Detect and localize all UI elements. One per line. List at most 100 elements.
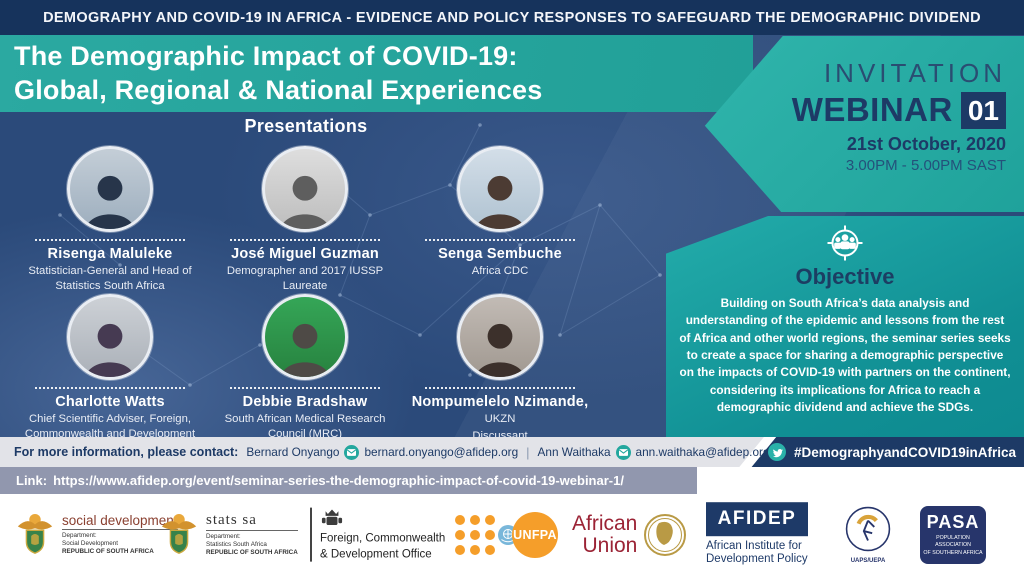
stats-sa-logo: stats sa Department: Statistics South Af… [158, 510, 298, 560]
invitation-panel: INVITATION WEBINAR 01 21st October, 2020… [704, 36, 1024, 212]
link-bar: Link: https://www.afidep.org/event/semin… [0, 467, 697, 494]
people-target-icon [827, 225, 863, 261]
unfpa-logo: UNFPA [455, 511, 558, 558]
email-icon [615, 444, 631, 460]
person-silhouette-icon [475, 175, 525, 229]
person-silhouette-icon [280, 175, 330, 229]
presentations-heading: Presentations [244, 116, 368, 136]
person-silhouette-icon [280, 323, 330, 377]
contact-label: For more information, please contact: [14, 445, 239, 459]
twitter-icon[interactable] [768, 443, 786, 461]
presenter-role: Statistician-General and Head of Statist… [28, 265, 192, 293]
logo-strip: social development Department: Social De… [0, 494, 1024, 575]
objective-heading: Objective [795, 264, 895, 289]
presenter-card-guzman: José Miguel Guzman Demographer and 2017 … [209, 146, 401, 295]
divider [206, 529, 298, 531]
poster-title-line1: The Demographic Impact of COVID-19: [14, 41, 518, 71]
presenter-photo [67, 294, 153, 380]
uaps-uepa-logo: UAPS/UEPA [845, 506, 891, 564]
objective-body: Building on South Africa’s data analysis… [679, 296, 1011, 414]
presenter-name: Debbie Bradshaw [242, 394, 368, 410]
hashtag-area: #DemographyandCOVID19inAfrica [768, 437, 1016, 467]
contact-name: Ann Waithaka [537, 445, 611, 459]
email-icon [344, 444, 360, 460]
afidep-wordmark: AFIDEP [706, 501, 808, 536]
africa-map-emblem-icon [644, 513, 687, 556]
logo-line: POPULATION ASSOCIATION [935, 535, 971, 549]
presenter-name: Risenga Maluleke [47, 246, 173, 262]
presenter-name: Charlotte Watts [55, 394, 165, 410]
logo-line: African Institute for [706, 539, 802, 552]
pasa-wordmark: PASA [926, 512, 980, 533]
poster-title-line2: Global, Regional & National Experiences [14, 75, 543, 105]
logo-country: REPUBLIC OF SOUTH AFRICA [62, 548, 154, 556]
uk-royal-crest-icon [321, 508, 343, 525]
webinar-row: WEBINAR 01 [705, 91, 1006, 129]
presenter-photo [262, 146, 348, 232]
dotted-divider [230, 387, 380, 389]
logo-dept-name: Statistics South Africa [206, 540, 267, 548]
webinar-date: 21st October, 2020 [846, 134, 1006, 154]
title-band: The Demographic Impact of COVID-19: Glob… [0, 35, 753, 112]
contact-bar-left-background [0, 437, 764, 467]
african-union-logo: African Union [572, 512, 687, 556]
person-silhouette-icon [475, 323, 525, 377]
person-silhouette-icon [85, 175, 135, 229]
contact-info: For more information, please contact: Be… [14, 437, 770, 467]
presenter-photo [262, 294, 348, 380]
hashtag-link[interactable]: #DemographyandCOVID19inAfrica [794, 444, 1017, 460]
unfpa-wordmark: UNFPA [512, 511, 558, 558]
presenter-name: Nompumelelo Nzimande, [411, 394, 589, 410]
presenter-card-bradshaw: Debbie Bradshaw South African Medical Re… [209, 294, 401, 443]
logo-caption: UAPS/UEPA [850, 557, 886, 564]
presenter-card-nzimande: Nompumelelo Nzimande, UKZN Discussant [404, 294, 596, 445]
contact-email-link[interactable]: ann.waithaka@afidep.org [635, 445, 770, 459]
logo-country: REPUBLIC OF SOUTH AFRICA [206, 549, 298, 557]
objective-panel: Objective Building on South Africa’s dat… [666, 216, 1024, 437]
afidep-logo: AFIDEP African Institute for Development… [706, 501, 808, 568]
logo-dept-name: Social Development [62, 539, 119, 547]
logo-dept-label: Department: [62, 531, 97, 539]
presenter-card-maluleke: Risenga Maluleke Statistician-General an… [14, 146, 206, 295]
webinar-time: 3.00PM - 5.00PM SAST [845, 157, 1006, 174]
presenter-card-sembuche: Senga Sembuche Africa CDC [404, 146, 596, 279]
dotted-divider [230, 239, 380, 241]
contact-bar: For more information, please contact: Be… [0, 437, 1024, 467]
webinar-number-badge: 01 [960, 91, 1006, 129]
pasa-logo: PASA POPULATION ASSOCIATION OF SOUTHERN … [920, 505, 986, 564]
dotted-divider [35, 387, 185, 389]
dotted-divider [425, 239, 575, 241]
invitation-label: INVITATION [823, 58, 1006, 88]
unfpa-dots-icon [455, 514, 495, 555]
divider [310, 507, 312, 562]
top-banner-text: DEMOGRAPHY AND COVID-19 IN AFRICA - EVID… [43, 9, 981, 26]
divider [62, 528, 178, 530]
logo-line: African [572, 511, 638, 535]
event-url-link[interactable]: https://www.afidep.org/event/seminar-ser… [53, 473, 624, 488]
logo-line: & Development Office [320, 548, 432, 561]
logo-title: stats sa [206, 511, 257, 528]
sa-coat-of-arms-icon [161, 513, 197, 554]
dotted-divider [35, 239, 185, 241]
contact-name: Bernard Onyango [246, 445, 340, 459]
link-label: Link: [16, 473, 48, 488]
dotted-divider [425, 387, 575, 389]
logo-line: Development Policy [706, 553, 808, 566]
contact-email-link[interactable]: bernard.onyango@afidep.org [364, 445, 519, 459]
logo-dept-label: Department: [206, 532, 241, 540]
presenter-role: UKZN [484, 413, 516, 425]
logo-line: Foreign, Commonwealth [320, 532, 446, 545]
presenter-photo [67, 146, 153, 232]
social-development-logo: social development Department: Social De… [14, 510, 178, 560]
sa-coat-of-arms-icon [17, 513, 53, 554]
presenter-card-watts: Charlotte Watts Chief Scientific Adviser… [14, 294, 206, 458]
presenter-photo [457, 294, 543, 380]
fcdo-logo: Foreign, Commonwealth & Development Offi… [310, 507, 445, 562]
presenter-role: Africa CDC [471, 265, 529, 277]
webinar-word: WEBINAR [791, 91, 953, 128]
top-banner: DEMOGRAPHY AND COVID-19 IN AFRICA - EVID… [0, 0, 1024, 35]
logo-line: OF SOUTHERN AFRICA [923, 549, 983, 556]
archer-emblem-icon [845, 506, 891, 551]
presenter-name: Senga Sembuche [438, 246, 562, 262]
presenter-role: Demographer and 2017 IUSSP Laureate [226, 265, 384, 293]
